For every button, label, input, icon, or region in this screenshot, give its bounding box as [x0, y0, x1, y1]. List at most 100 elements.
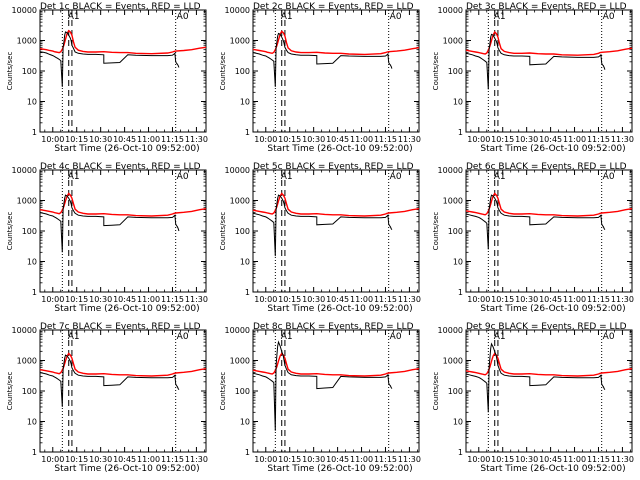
y-tick-label: 100 — [235, 67, 250, 76]
attenuator-out-marker: A0 — [603, 332, 615, 342]
y-tick-label: 1000 — [230, 197, 250, 206]
panel-title: Det 4c BLACK = Events, RED = LLD — [40, 162, 201, 172]
x-axis-label: Start Time (26-Oct-10 09:52:00) — [267, 304, 412, 314]
x-axis-label: Start Time (26-Oct-10 09:52:00) — [267, 464, 412, 474]
x-tick-label: 11:00 — [137, 455, 160, 464]
series-line-lld — [252, 192, 420, 217]
y-tick-label: 10000 — [12, 6, 37, 15]
panel-title: Det 7c BLACK = Events, RED = LLD — [40, 322, 201, 332]
x-tick-label: 10:45 — [539, 455, 562, 464]
panel-title: Det 8c BLACK = Events, RED = LLD — [253, 322, 414, 332]
attenuator-in-marker: A1 — [68, 12, 80, 22]
x-tick-label: 10:45 — [113, 455, 136, 464]
x-tick-label: 10:45 — [539, 135, 562, 144]
chart-panel: Det 2c BLACK = Events, RED = LLD 1 10 100 10… — [219, 2, 421, 154]
y-tick-label: 10000 — [438, 166, 463, 175]
series-line-lld — [252, 352, 420, 377]
y-tick-label: 1000 — [230, 37, 250, 46]
series-line-events — [465, 33, 606, 90]
y-tick-label: 10 — [240, 258, 250, 267]
plot-frame — [252, 9, 420, 133]
chart-panel: Det 4c BLACK = Events, RED = LLD 1 10 100 10… — [6, 162, 208, 314]
y-tick-label: 100 — [235, 227, 250, 236]
x-tick-label: 10:15 — [278, 295, 301, 304]
x-tick-label: 11:15 — [161, 135, 184, 144]
x-tick-label: 10:15 — [65, 135, 88, 144]
x-tick-label: 10:30 — [302, 295, 325, 304]
attenuator-in-marker: A1 — [281, 332, 293, 342]
y-axis-label: Counts/sec — [432, 52, 440, 91]
y-tick-label: 1 — [245, 448, 250, 457]
series-line-lld — [39, 192, 207, 217]
series-line-lld — [465, 192, 633, 217]
y-tick-label: 10000 — [12, 326, 37, 335]
x-tick-label: 10:00 — [41, 455, 64, 464]
x-tick-label: 10:15 — [65, 295, 88, 304]
x-tick-label: 11:15 — [587, 295, 610, 304]
x-tick-label: 11:30 — [611, 135, 634, 144]
x-tick-label: 10:15 — [491, 455, 514, 464]
y-axis-label: Counts/sec — [432, 212, 440, 251]
attenuator-in-marker: A1 — [494, 332, 506, 342]
x-tick-label: 11:00 — [563, 295, 586, 304]
y-tick-label: 1000 — [230, 357, 250, 366]
y-tick-label: 1000 — [17, 37, 37, 46]
chart-panel: Det 3c BLACK = Events, RED = LLD 1 10 100 10… — [432, 2, 634, 154]
x-tick-label: 10:00 — [467, 455, 490, 464]
x-tick-label: 11:15 — [374, 135, 397, 144]
y-tick-label: 10 — [27, 258, 37, 267]
y-tick-label: 100 — [22, 67, 37, 76]
x-tick-label: 10:15 — [278, 455, 301, 464]
y-tick-label: 10 — [453, 98, 463, 107]
x-tick-label: 11:30 — [185, 455, 208, 464]
series-line-events — [252, 32, 393, 87]
chart-panel: Det 8c BLACK = Events, RED = LLD 1 10 100 10… — [219, 322, 421, 474]
x-axis-label: Start Time (26-Oct-10 09:52:00) — [480, 464, 625, 474]
x-tick-label: 11:00 — [350, 295, 373, 304]
series-line-events — [465, 194, 606, 250]
x-tick-label: 10:15 — [491, 135, 514, 144]
x-tick-label: 10:00 — [254, 135, 277, 144]
x-tick-label: 11:15 — [161, 455, 184, 464]
series-line-events — [39, 354, 180, 407]
attenuator-out-marker: A0 — [603, 172, 615, 182]
x-tick-label: 11:00 — [350, 455, 373, 464]
panel-title: Det 9c BLACK = Events, RED = LLD — [466, 322, 627, 332]
attenuator-in-marker: A1 — [281, 172, 293, 182]
series-line-lld — [465, 30, 633, 56]
panel-title: Det 6c BLACK = Events, RED = LLD — [466, 162, 627, 172]
y-tick-label: 10000 — [438, 6, 463, 15]
y-tick-label: 100 — [235, 387, 250, 396]
x-tick-label: 11:00 — [137, 295, 160, 304]
series-line-lld — [39, 29, 207, 55]
attenuator-in-marker: A1 — [68, 332, 80, 342]
series-line-lld — [465, 352, 633, 377]
x-axis-label: Start Time (26-Oct-10 09:52:00) — [267, 144, 412, 154]
x-tick-label: 11:30 — [398, 295, 421, 304]
series-line-events — [39, 194, 180, 253]
panel-title: Det 5c BLACK = Events, RED = LLD — [253, 162, 414, 172]
x-tick-label: 10:00 — [41, 135, 64, 144]
chart-panel: Det 9c BLACK = Events, RED = LLD 1 10 100 10… — [432, 322, 634, 474]
chart-panel: Det 1c BLACK = Events, RED = LLD 1 10 100 10… — [6, 2, 208, 154]
x-tick-label: 10:30 — [89, 455, 112, 464]
series-line-events — [465, 342, 606, 413]
x-tick-label: 11:30 — [185, 295, 208, 304]
x-tick-label: 10:30 — [302, 135, 325, 144]
x-tick-label: 10:45 — [113, 295, 136, 304]
y-tick-label: 100 — [448, 227, 463, 236]
y-tick-label: 1 — [32, 128, 37, 137]
y-tick-label: 1 — [245, 128, 250, 137]
series-line-events — [252, 194, 393, 257]
plot-frame — [465, 169, 633, 293]
x-tick-label: 10:30 — [89, 135, 112, 144]
x-tick-label: 11:30 — [185, 135, 208, 144]
x-tick-label: 10:00 — [467, 135, 490, 144]
series-line-lld — [39, 352, 207, 377]
x-axis-label: Start Time (26-Oct-10 09:52:00) — [480, 304, 625, 314]
x-tick-label: 11:00 — [563, 135, 586, 144]
x-tick-label: 11:00 — [350, 135, 373, 144]
x-axis-label: Start Time (26-Oct-10 09:52:00) — [480, 144, 625, 154]
attenuator-in-marker: A1 — [281, 12, 293, 22]
